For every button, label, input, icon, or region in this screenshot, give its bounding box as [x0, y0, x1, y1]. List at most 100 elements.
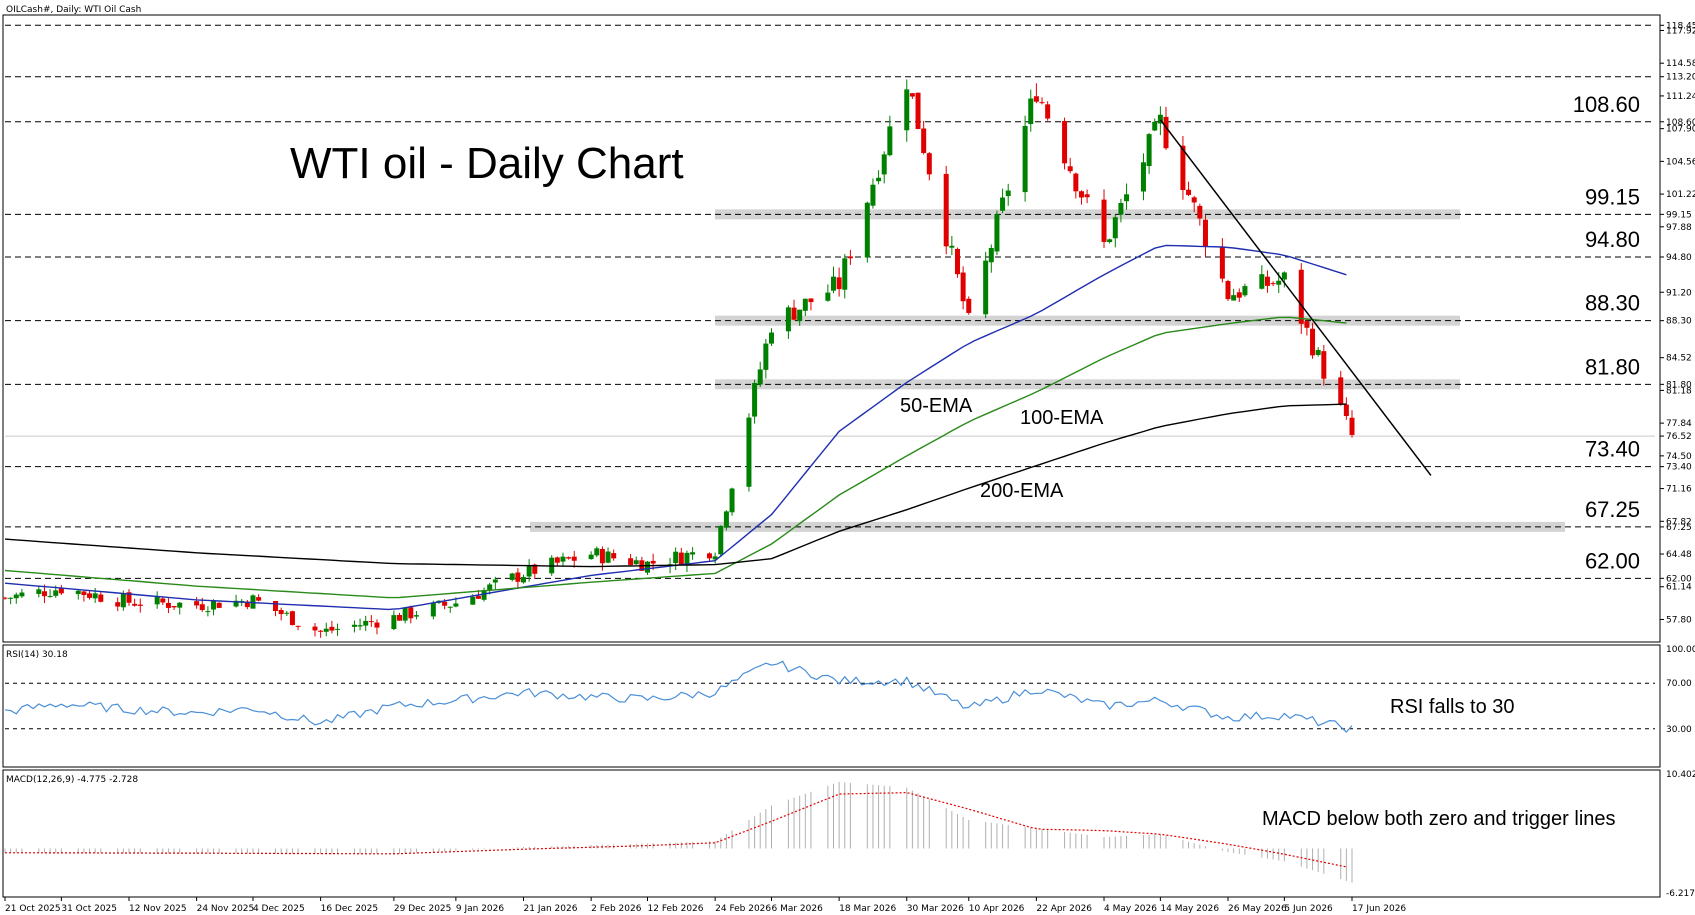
candle-body [1231, 295, 1237, 301]
candle-body [397, 615, 403, 621]
candle-body [475, 595, 481, 599]
date-tick-label: 24 Nov 2025 [197, 904, 255, 914]
candle-body [13, 594, 19, 599]
date-tick-label: 12 Feb 2026 [648, 904, 704, 914]
candle-body [1118, 202, 1124, 215]
candle-body [160, 598, 166, 603]
candle-body [802, 298, 808, 311]
candle-body [566, 557, 572, 559]
candle-body [763, 343, 769, 370]
level-label: 73.40 [1585, 437, 1640, 462]
rsi-tick-label: 70.00 [1666, 679, 1692, 689]
date-tick-label: 26 May 2026 [1228, 904, 1287, 914]
candle-body [391, 615, 397, 629]
candle-body [1163, 116, 1169, 149]
symbol-header: OILCash#, Daily: WTI Oil Cash [6, 5, 141, 15]
date-tick-label: 16 Dec 2025 [321, 904, 379, 914]
candle-body [729, 488, 735, 513]
candle-body [909, 93, 915, 97]
price-tick-label: 118.45 [1666, 21, 1695, 31]
horizontal-levels: 108.60 99.15 94.80 88.30 81.80 73.40 67.25 62.0… [5, 24, 1655, 579]
date-tick-label: 10 Apr 2026 [969, 904, 1025, 914]
level-label: 81.80 [1585, 354, 1640, 379]
trendline [1159, 119, 1432, 476]
macd-header: MACD(12,26,9) -4.775 -2.728 [6, 775, 138, 785]
candle-body [1298, 269, 1304, 324]
candle-body [408, 607, 414, 619]
candle-body [1219, 246, 1225, 279]
candle-body [1084, 194, 1090, 198]
candle-body [8, 597, 14, 599]
candle-body [1067, 166, 1073, 172]
candle-body [1140, 162, 1146, 192]
macd-tick-label: -6.217 [1666, 889, 1695, 899]
candlesticks [2, 79, 1355, 638]
price-tick-label: 97.88 [1666, 223, 1692, 233]
price-panel-frame [2, 14, 1661, 643]
candle-body [492, 579, 498, 583]
date-tick-label: 21 Oct 2025 [5, 904, 61, 914]
level-label: 62.00 [1585, 548, 1640, 573]
level-label: 88.30 [1585, 291, 1640, 316]
candle-body [571, 556, 577, 561]
candle-body [41, 591, 47, 597]
candle-body [1304, 321, 1310, 328]
date-tick-label: 2 Feb 2026 [591, 904, 642, 914]
rsi-header: RSI(14) 30.18 [6, 650, 68, 660]
candle-body [684, 552, 690, 565]
candle-body [205, 611, 211, 613]
candle-body [1264, 276, 1270, 286]
date-tick-label: 4 May 2026 [1104, 904, 1157, 914]
candle-body [560, 556, 566, 562]
candle-body [1073, 173, 1079, 192]
price-tick-label: 67.25 [1666, 523, 1692, 533]
candle-body [53, 590, 59, 596]
candle-body [171, 606, 177, 608]
candle-body [605, 551, 611, 563]
candle-body [295, 625, 301, 627]
price-tick-label: 113.20 [1666, 73, 1695, 83]
date-tick-label: 29 Dec 2025 [394, 904, 452, 914]
candle-body [19, 592, 25, 597]
price-tick-label: 99.15 [1666, 210, 1692, 220]
price-tick-label: 91.20 [1666, 288, 1692, 298]
candle-body [712, 556, 718, 560]
candle-body [165, 602, 171, 608]
candle-body [825, 292, 831, 301]
candle-body [363, 620, 369, 626]
candle-body [994, 214, 1000, 252]
candle-body [126, 592, 132, 603]
candle-body [904, 89, 910, 131]
candle-body [1225, 281, 1231, 300]
ema-line-200-ema [4, 403, 1347, 568]
candle-body [1259, 274, 1265, 289]
rsi-tick-label: 30.00 [1666, 725, 1692, 735]
candle-body [233, 600, 239, 607]
level-label: 99.15 [1585, 184, 1640, 209]
candle-body [357, 625, 363, 627]
candle-body [673, 551, 679, 564]
candle-body [1197, 205, 1203, 219]
price-tick-label: 64.48 [1666, 550, 1692, 560]
candle-body [611, 553, 617, 559]
candle-body [915, 92, 921, 129]
candle-body [1062, 121, 1068, 164]
candle-body [509, 573, 515, 580]
candle-body [1000, 197, 1006, 211]
price-tick-label: 107.90 [1666, 125, 1695, 135]
candle-body [1180, 145, 1186, 191]
candle-body [842, 258, 848, 290]
candle-body [1338, 377, 1344, 405]
candle-body [278, 609, 284, 615]
candle-body [1157, 114, 1163, 124]
candle-body [312, 626, 318, 631]
candle-body [47, 596, 53, 598]
candle-body [92, 593, 98, 599]
candle-body [870, 184, 876, 206]
candle-body [75, 590, 81, 595]
candle-body [650, 560, 656, 564]
candle-body [1349, 417, 1355, 435]
candle-body [599, 549, 605, 564]
candle-body [847, 256, 853, 259]
